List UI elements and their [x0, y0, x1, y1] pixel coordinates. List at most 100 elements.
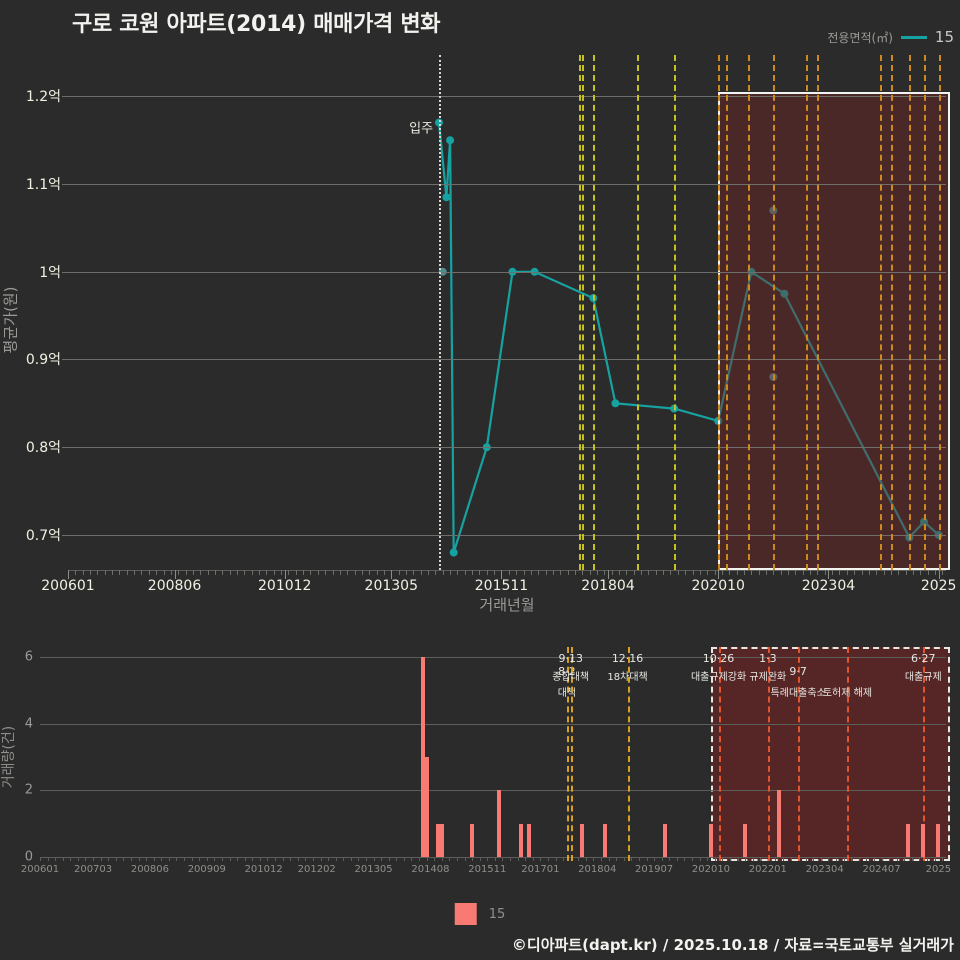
policy-annotation-date: 9·7 — [789, 665, 807, 678]
x-minor-tick — [55, 857, 57, 861]
x-minor-tick — [707, 570, 709, 575]
policy-annotation-name: 토허제 해제 — [822, 688, 873, 699]
x-minor-tick — [214, 570, 216, 575]
x-minor-tick — [676, 857, 678, 861]
x-axis-label: 201907 — [635, 864, 674, 875]
policy-annotation-date: 10·26 — [702, 652, 735, 665]
policy-marker-line — [890, 55, 893, 570]
x-minor-tick — [920, 570, 922, 575]
x-minor-tick — [567, 570, 569, 575]
x-minor-tick — [743, 570, 745, 575]
x-minor-tick — [97, 570, 99, 575]
volume-bar — [743, 823, 748, 857]
x-minor-tick — [911, 857, 913, 861]
policy-marker-line — [923, 647, 926, 861]
x-minor-tick — [589, 570, 591, 575]
x-minor-tick — [729, 570, 731, 575]
x-minor-tick — [267, 857, 269, 861]
x-minor-tick — [552, 570, 554, 575]
y-axis-label: 4 — [24, 716, 33, 732]
volume-bar — [708, 823, 713, 857]
policy-marker-line — [578, 55, 581, 570]
volume-bar — [936, 823, 941, 857]
gridline — [68, 271, 946, 273]
x-major-tick — [174, 570, 176, 579]
x-minor-tick — [244, 857, 246, 861]
x-minor-tick — [376, 570, 378, 575]
volume-bar — [470, 823, 475, 857]
x-axis-label: 200703 — [73, 864, 113, 875]
x-minor-tick — [775, 857, 777, 861]
x-minor-tick — [555, 857, 557, 861]
x-axis-label: 202304 — [805, 864, 844, 875]
x-axis-label: 201012 — [258, 578, 312, 594]
x-minor-tick — [626, 570, 628, 575]
x-minor-tick — [722, 857, 724, 861]
x-minor-tick — [178, 570, 180, 575]
x-minor-tick — [479, 570, 481, 575]
policy-marker-line — [637, 55, 640, 570]
x-minor-tick — [545, 570, 547, 575]
x-minor-tick — [516, 570, 518, 575]
footer-credit: ©디아파트(dapt.kr) / 2025.10.18 / 자료=국토교통부 실… — [511, 936, 954, 954]
x-minor-tick — [464, 857, 466, 861]
x-minor-tick — [361, 570, 363, 575]
x-minor-tick — [795, 570, 797, 575]
policy-annotation-date: 1·3 — [759, 652, 777, 665]
legend-top-value: 15 — [934, 28, 954, 46]
volume-bar — [921, 823, 926, 857]
gridline — [40, 857, 946, 858]
x-minor-tick — [335, 857, 337, 861]
x-minor-tick — [70, 857, 72, 861]
x-axis-label: 201701 — [521, 864, 560, 875]
x-minor-tick — [540, 857, 542, 861]
volume-bar — [496, 790, 501, 857]
y-tick — [62, 96, 68, 98]
x-minor-tick — [824, 570, 826, 575]
x-minor-tick — [252, 857, 254, 861]
x-axis-label: 202201 — [748, 864, 787, 875]
x-major-tick — [68, 570, 69, 579]
price-chart-xlabel: 거래년월 — [479, 596, 535, 614]
x-minor-tick — [221, 857, 223, 861]
volume-bar — [663, 823, 668, 857]
x-minor-tick — [450, 570, 452, 575]
y-axis-label: 2 — [24, 782, 33, 798]
x-minor-tick — [383, 570, 385, 575]
x-axis-label: 202010 — [691, 864, 731, 875]
x-axis-label: 201804 — [578, 864, 617, 875]
x-minor-tick — [669, 857, 671, 861]
price-line — [437, 122, 940, 553]
x-minor-tick — [244, 570, 246, 575]
x-major-tick — [284, 570, 286, 579]
x-minor-tick — [305, 857, 307, 861]
policy-annotation-date: 12·16 — [611, 652, 644, 665]
x-minor-tick — [805, 857, 807, 861]
policy-marker-line — [582, 55, 585, 570]
x-minor-tick — [782, 857, 784, 861]
x-minor-tick — [62, 857, 64, 861]
volume-chart: 거래량(건) 0 2 4 6 200601 200703 200806 200909 20101… — [1, 647, 951, 875]
x-minor-tick — [934, 570, 936, 575]
x-minor-tick — [780, 570, 782, 575]
price-data-point — [446, 136, 455, 145]
policy-marker-line — [806, 55, 809, 570]
y-axis-label: 1억 — [39, 264, 61, 281]
x-minor-tick — [347, 570, 349, 575]
x-axis-label: 201202 — [297, 864, 336, 875]
legend-bottom: 15 — [454, 903, 505, 925]
x-minor-tick — [868, 570, 870, 575]
x-minor-tick — [866, 857, 868, 861]
x-minor-tick — [472, 857, 474, 861]
x-minor-tick — [523, 570, 525, 575]
x-minor-tick — [115, 857, 117, 861]
x-minor-tick — [563, 857, 565, 861]
x-minor-tick — [75, 570, 77, 575]
policy-annotation-name: 18차대책 — [607, 672, 648, 683]
x-minor-tick — [919, 857, 921, 861]
x-minor-tick — [354, 570, 356, 575]
y-tick — [62, 359, 68, 361]
x-minor-tick — [428, 570, 430, 575]
x-minor-tick — [751, 570, 753, 575]
x-minor-tick — [295, 570, 297, 575]
